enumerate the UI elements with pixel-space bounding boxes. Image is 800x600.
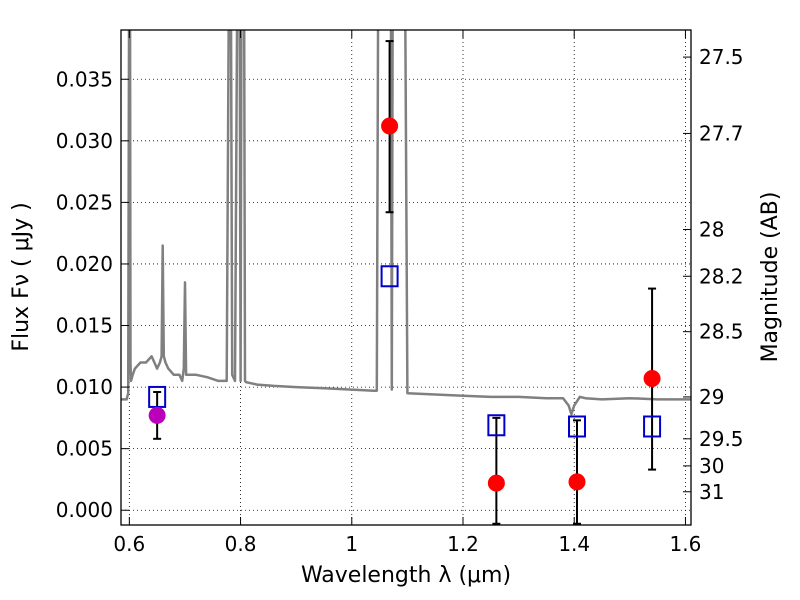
y-tick-label: 0.030 xyxy=(56,129,113,153)
x-tick-label: 1 xyxy=(345,532,358,556)
x-tick-label: 0.6 xyxy=(113,532,145,556)
y-axis-title: Flux Fν ( μJy ) xyxy=(9,202,34,351)
y-right-tick-label: 28 xyxy=(699,217,724,241)
y-right-tick-label: 31 xyxy=(699,480,724,504)
x-tick-label: 1.4 xyxy=(558,532,590,556)
y-right-tick-label: 29 xyxy=(699,385,724,409)
filled-circle-marker xyxy=(487,474,505,492)
y-right-tick-label: 27.7 xyxy=(699,121,744,145)
y-tick-label: 0.005 xyxy=(56,437,113,461)
x-tick-label: 1.2 xyxy=(447,532,479,556)
open-square-marker xyxy=(380,265,399,288)
open-square-marker xyxy=(568,415,586,438)
data-markers xyxy=(148,117,662,492)
filled-circle-marker xyxy=(643,369,661,387)
model-spectrum xyxy=(121,30,691,416)
y-tick-label: 0.010 xyxy=(56,375,113,399)
x-tick-label: 1.6 xyxy=(670,532,702,556)
x-tick-label: 0.8 xyxy=(225,532,257,556)
open-square-marker xyxy=(643,415,662,438)
y-right-tick-label: 27.5 xyxy=(699,45,744,69)
y-right-axis-title: Magnitude (AB) xyxy=(758,192,783,363)
y-right-tick-label: 30 xyxy=(699,454,724,478)
filled-circle-marker xyxy=(381,117,399,135)
y-tick-label: 0.035 xyxy=(56,67,113,91)
model-spectrum-line xyxy=(121,30,691,416)
y-tick-label: 0.020 xyxy=(56,252,113,276)
x-axis-title: Wavelength λ (μm) xyxy=(301,563,511,588)
y-right-tick-label: 29.5 xyxy=(699,427,744,451)
open-square-marker xyxy=(487,414,506,437)
y-tick-label: 0.000 xyxy=(56,498,113,522)
filled-circle-marker xyxy=(148,406,166,424)
plot-frame xyxy=(120,29,692,526)
filled-circle-marker xyxy=(568,473,586,491)
y-tick-label: 0.025 xyxy=(56,190,113,214)
axis-ticks: 0.6 0.8 1 1.2 1.4 1.6 0.000 0.005 0.010 0.015 0.02… xyxy=(56,30,744,556)
y-tick-label: 0.015 xyxy=(56,314,113,338)
y-right-tick-label: 28.2 xyxy=(699,264,744,288)
y-right-tick-label: 28.5 xyxy=(699,320,744,344)
